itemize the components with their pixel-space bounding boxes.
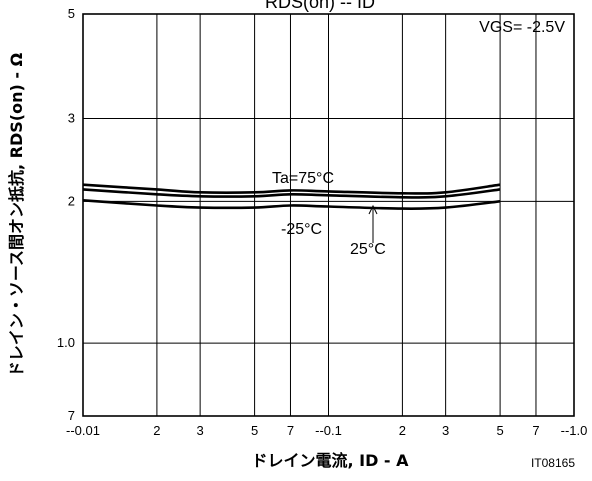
annotation-arrow-25c xyxy=(368,204,378,243)
series-line-ta-75c xyxy=(82,183,501,195)
x-tick-label: 5 xyxy=(251,423,258,438)
y-tick-label: 2 xyxy=(68,193,75,208)
series-line-25c xyxy=(82,188,501,199)
y-tick-labels: 7 1.0 2 3 5 xyxy=(57,6,75,423)
grid-lines xyxy=(82,13,575,417)
x-tick-label: 5 xyxy=(496,423,503,438)
annotation-ta-75c: Ta=75°C xyxy=(272,170,334,187)
y-tick-label: 5 xyxy=(68,6,75,21)
x-tick-label: --1.0 xyxy=(561,423,588,438)
chart-title: RDS(on) -- ID xyxy=(265,0,375,12)
x-tick-label: 7 xyxy=(287,423,294,438)
series-lines xyxy=(82,183,501,210)
figure-id: IT08165 xyxy=(531,456,575,470)
x-tick-label: --0.1 xyxy=(315,423,342,438)
plot-area-frame xyxy=(82,13,575,417)
condition-label: VGS= -2.5V xyxy=(479,19,565,36)
y-tick-label: 7 xyxy=(68,408,75,423)
x-tick-label: 3 xyxy=(442,423,449,438)
x-tick-label: 2 xyxy=(153,423,160,438)
x-tick-label: --0.01 xyxy=(66,423,100,438)
y-tick-label: 3 xyxy=(68,110,75,125)
x-tick-labels: --0.01 2 3 5 7 --0.1 2 3 5 7 --1.0 xyxy=(66,423,587,438)
annotation-25c: 25°C xyxy=(350,241,386,258)
x-tick-label: 7 xyxy=(532,423,539,438)
series-line-minus-25c xyxy=(82,199,501,210)
annotation-minus-25c: -25°C xyxy=(281,221,322,238)
x-tick-label: 2 xyxy=(399,423,406,438)
x-tick-label: 3 xyxy=(197,423,204,438)
y-tick-label: 1.0 xyxy=(57,335,75,350)
x-axis-label: ドレイン電流, ID - A xyxy=(251,451,409,470)
y-axis-label: ドレイン・ソース間オン抵抗, RDS(on) - Ω xyxy=(7,52,26,377)
